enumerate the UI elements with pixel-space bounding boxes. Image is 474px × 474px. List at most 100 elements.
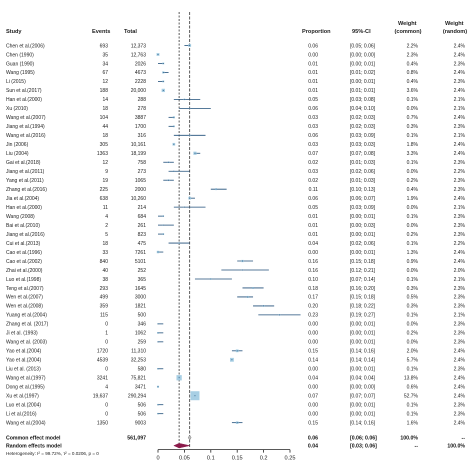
pooled-label: Common effect model [6, 435, 61, 441]
table-row: Wang (2008) 4 684 0.01 [0.00; 0.01] 0.1% 2.3% [6, 214, 466, 220]
proportion-value: 0.05 [308, 205, 318, 211]
study-label: Xu et al.(1997) [6, 394, 39, 400]
weight-random-value: 2.0% [454, 268, 466, 274]
total-value: 346 [138, 322, 147, 328]
study-label: Jiang et al.(2016) [6, 232, 45, 238]
events-value: 225 [100, 187, 109, 193]
weight-common-value: 1.3% [407, 250, 419, 256]
point-estimate-dot [247, 296, 249, 298]
proportion-value: 0.23 [308, 313, 318, 319]
events-value: 3241 [97, 376, 108, 382]
weight-random-value: 2.3% [454, 411, 466, 417]
ci-value: [0.01; 0.02] [350, 70, 376, 76]
proportion-value: 0.06 [308, 106, 318, 112]
ci-value: [0.00; 0.03] [350, 223, 376, 229]
ci-value: [0.04; 0.04] [350, 376, 376, 382]
weight-random-value: 2.2% [454, 169, 466, 175]
x-tick-label: 0.1 [207, 456, 215, 462]
study-label: Chen et al.(2006) [6, 43, 45, 49]
ci-value: [0.02; 0.06] [350, 241, 376, 247]
table-row: Luo et al.(2004) 0 506 0.00 [0.00; 0.01] 0.1%… [6, 403, 466, 409]
ci-value: [0.00; 0.01] [350, 61, 376, 67]
point-estimate-dot [241, 269, 243, 271]
point-estimate-dot [162, 233, 164, 235]
point-estimate-dot [231, 359, 233, 361]
events-value: 4539 [97, 358, 108, 364]
weight-common-value: 1.9% [407, 196, 419, 202]
ci-value: [0.14; 0.16] [350, 420, 376, 426]
point-estimate-dot [173, 170, 175, 172]
header-proportion: Proportion [302, 29, 331, 35]
header-weight-common-line1: Weight [398, 21, 417, 27]
weight-random-value: 2.3% [454, 403, 466, 409]
weight-common-value: 0.3% [407, 286, 419, 292]
study-label: Bai et al.(2010) [6, 223, 40, 229]
x-tick-label: 0.25 [285, 456, 296, 462]
total-value: 316 [138, 133, 147, 139]
point-estimate-dot [168, 161, 170, 163]
total-value: 32,253 [131, 358, 147, 364]
weight-random-value: 2.4% [454, 70, 466, 76]
point-estimate-dot [157, 386, 159, 388]
table-row: Jia et al.(2004) 638 10,260 0.06 [0.06; 0.07… [6, 196, 466, 202]
weight-random-value: 2.4% [454, 142, 466, 148]
total-value: 5101 [135, 259, 146, 265]
table-row: Cui et al.(2013) 18 475 0.04 [0.02; 0.06] 0.1… [6, 241, 466, 247]
total-value: 18,199 [131, 151, 147, 157]
total-value: 75,821 [131, 376, 147, 382]
events-value: 1720 [97, 349, 108, 355]
weight-common-value: 0.1% [407, 277, 419, 283]
point-estimate-dot [194, 152, 196, 154]
table-row: Wang et al.(2004) 1350 9003 0.15 [0.14; 0.16… [6, 420, 466, 426]
ci-value: [0.00; 0.01] [350, 250, 376, 256]
study-label: Jia et al.(2004) [6, 196, 39, 202]
weight-random-value: 2.4% [454, 259, 466, 265]
pooled-proportion: 0.04 [308, 443, 318, 449]
events-value: 0 [105, 403, 108, 409]
header-total: Total [124, 29, 137, 35]
events-value: 35 [102, 52, 108, 58]
study-label: Cao et al.(2002) [6, 259, 42, 265]
weight-random-value: 2.4% [454, 196, 466, 202]
table-row: Han et al.(2000) 11 214 0.05 [0.03; 0.09] 0.0… [6, 205, 466, 211]
point-estimate-dot [162, 89, 164, 91]
events-value: 9 [105, 169, 108, 175]
study-label: Gai et al.(2018) [6, 160, 41, 166]
point-estimate-dot [162, 80, 164, 82]
total-value: 580 [138, 367, 147, 373]
point-estimate-dot [183, 206, 185, 208]
study-label: Liu et al. (2013) [6, 367, 41, 373]
weight-common-value: 0.1% [407, 403, 419, 409]
weight-common-value: 0.0% [407, 106, 419, 112]
weight-random-value: 2.3% [454, 61, 466, 67]
total-value: 3887 [135, 115, 146, 121]
proportion-value: 0.15 [308, 420, 318, 426]
point-estimate-dot [157, 341, 159, 343]
proportion-value: 0.17 [308, 295, 318, 301]
weight-random-value: 2.4% [454, 52, 466, 58]
weight-random-value: 2.3% [454, 124, 466, 130]
weight-random-value: 2.3% [454, 232, 466, 238]
ci-value: [0.00; 0.01] [350, 232, 376, 238]
study-label: Han et al.(2000) [6, 97, 42, 103]
total-value: 20,000 [131, 88, 147, 94]
weight-random-value: 2.4% [454, 151, 466, 157]
table-row: Wen et al.(2008) 359 1821 0.20 [0.18; 0.22] 0… [6, 304, 466, 310]
proportion-value: 0.14 [308, 358, 318, 364]
events-value: 188 [100, 88, 109, 94]
total-value: 278 [138, 106, 147, 112]
events-value: 38 [102, 277, 108, 283]
ci-value: [0.02; 0.03] [350, 115, 376, 121]
table-row: Chen et al.(2006) 693 12,373 0.06 [0.05; 0.0… [6, 43, 466, 49]
total-value: 506 [138, 411, 147, 417]
weight-random-value: 2.3% [454, 214, 466, 220]
total-value: 506 [138, 403, 147, 409]
study-label: Liu (2004) [6, 151, 29, 157]
total-value: 758 [138, 160, 147, 166]
total-value: 684 [138, 214, 147, 220]
point-estimate-dot [162, 62, 164, 64]
x-tick-label: 0.15 [232, 456, 243, 462]
ci-value: [0.07; 0.14] [350, 277, 376, 283]
study-label: Dong et al.(1995) [6, 385, 45, 391]
table-row: Li (2015) 12 2228 0.01 [0.00; 0.01] 0.4% 2.3% [6, 79, 466, 85]
